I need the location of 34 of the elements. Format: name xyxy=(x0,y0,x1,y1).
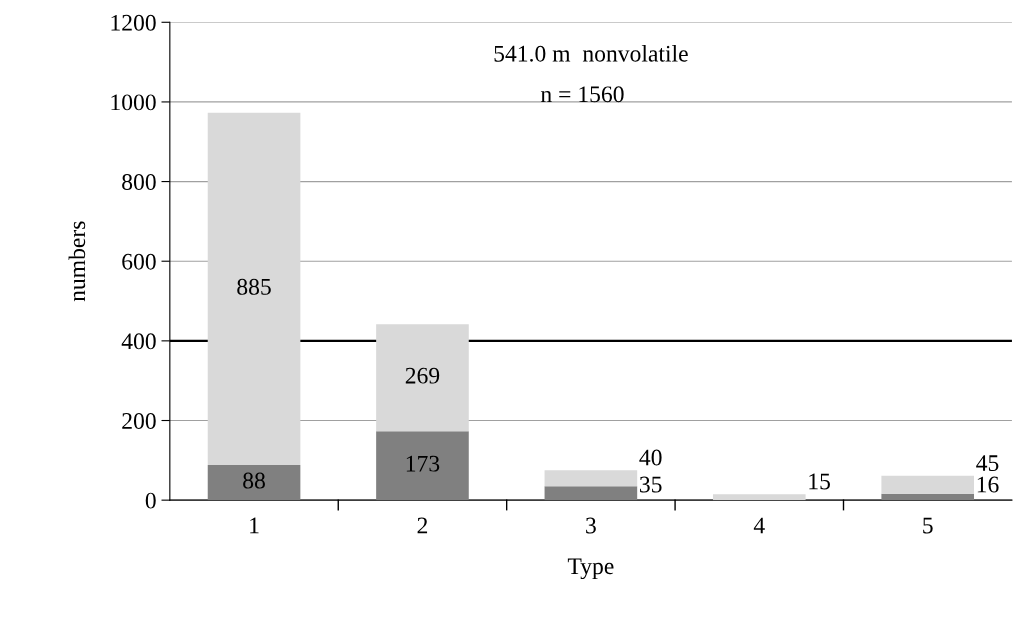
y-tick-label: 400 xyxy=(121,333,156,350)
bar xyxy=(881,475,975,494)
y-tick-label: 600 xyxy=(122,253,156,270)
bar xyxy=(207,112,301,466)
x-tick-label: 2 xyxy=(417,517,428,534)
y-tick-label: 800 xyxy=(122,174,156,190)
bar xyxy=(376,324,469,432)
y-tick-label: 200 xyxy=(122,413,156,429)
data-label: 173 xyxy=(406,455,440,472)
data-label: 45 xyxy=(976,455,999,472)
y-tick-label: 0 xyxy=(145,492,156,509)
data-label: 88 xyxy=(243,472,265,489)
data-label: 40 xyxy=(639,449,662,466)
bar xyxy=(712,494,806,501)
data-label: 35 xyxy=(640,476,662,493)
x-tick-label: 3 xyxy=(586,517,596,534)
annotation: 541.0 m nonvolatile xyxy=(494,45,688,62)
x-axis-title: Type xyxy=(567,558,614,580)
x-tick-label: 4 xyxy=(753,517,765,534)
y-tick-label: 1200 xyxy=(111,14,156,31)
data-label: 269 xyxy=(405,367,440,384)
data-label: 15 xyxy=(809,473,830,490)
y-axis-title: numbers xyxy=(68,221,86,302)
bar xyxy=(544,486,638,501)
bar xyxy=(207,465,301,501)
x-tick-label: 5 xyxy=(923,517,933,534)
y-tick-label: 1000 xyxy=(111,94,156,111)
bar xyxy=(881,493,975,501)
bar xyxy=(376,431,469,501)
annotation: n = 1560 xyxy=(540,86,624,103)
x-tick-label: 1 xyxy=(250,517,259,534)
data-label: 16 xyxy=(977,476,999,493)
data-label: 885 xyxy=(237,278,271,295)
bar xyxy=(544,470,638,487)
